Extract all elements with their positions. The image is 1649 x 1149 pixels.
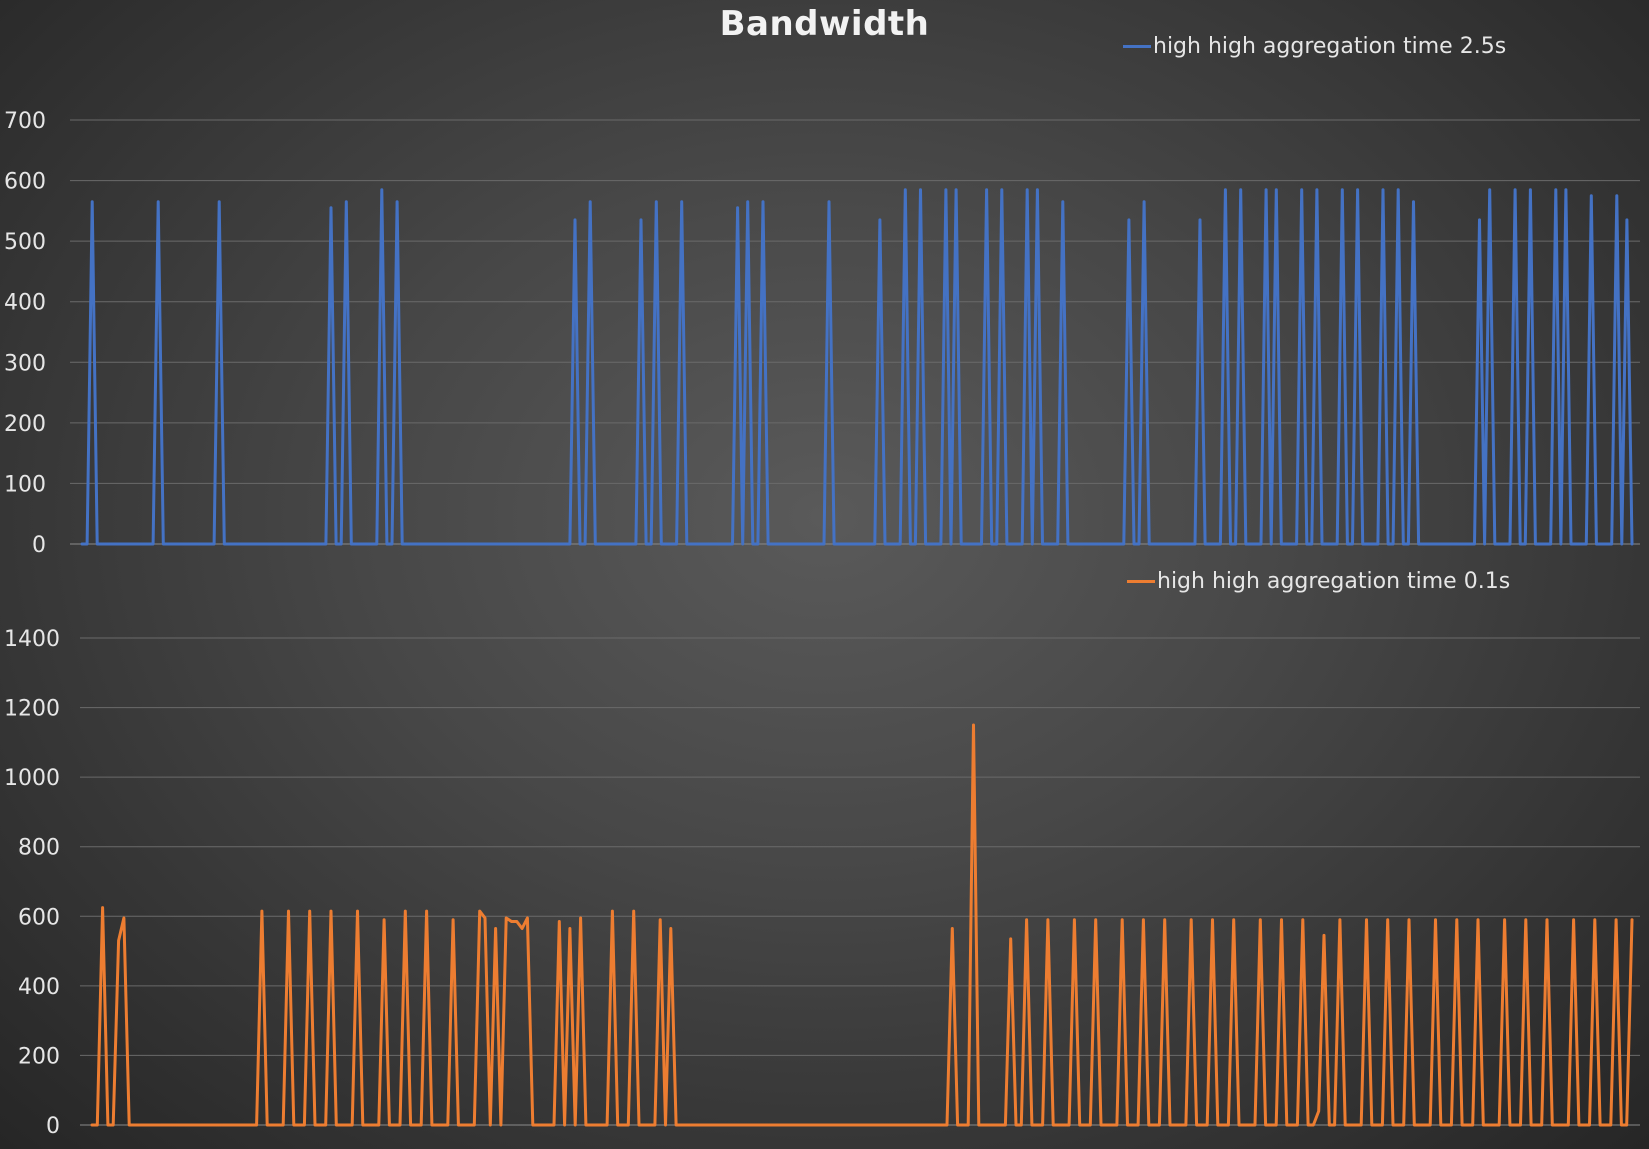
legend-series-0-1s: high high aggregation time 0.1s xyxy=(1127,569,1510,594)
y-tick-label: 1200 xyxy=(4,697,60,722)
y-tick-label: 100 xyxy=(4,472,46,497)
y-tick-label: 0 xyxy=(46,1114,60,1139)
y-tick-label: 1000 xyxy=(4,766,60,791)
y-tick-label: 200 xyxy=(18,1044,60,1069)
y-tick-label: 700 xyxy=(4,109,46,134)
legend-label: high high aggregation time 2.5s xyxy=(1153,34,1507,59)
series-line xyxy=(90,723,1634,1127)
y-tick-label: 0 xyxy=(32,533,46,558)
legend-swatch-blue xyxy=(1123,45,1151,48)
legend-swatch-orange xyxy=(1127,580,1155,583)
series-line xyxy=(80,188,1634,546)
y-tick-label: 400 xyxy=(4,291,46,316)
legend-label: high high aggregation time 0.1s xyxy=(1157,569,1511,594)
y-tick-label: 600 xyxy=(18,905,60,930)
y-tick-label: 400 xyxy=(18,975,60,1000)
y-tick-label: 300 xyxy=(4,351,46,376)
legend-series-2-5s: high high aggregation time 2.5s xyxy=(1123,34,1506,59)
y-tick-label: 500 xyxy=(4,230,46,255)
chart-title: Bandwidth xyxy=(719,4,930,44)
y-tick-label: 600 xyxy=(4,170,46,195)
y-tick-label: 200 xyxy=(4,412,46,437)
y-tick-label: 1400 xyxy=(4,627,60,652)
y-tick-label: 800 xyxy=(18,836,60,861)
